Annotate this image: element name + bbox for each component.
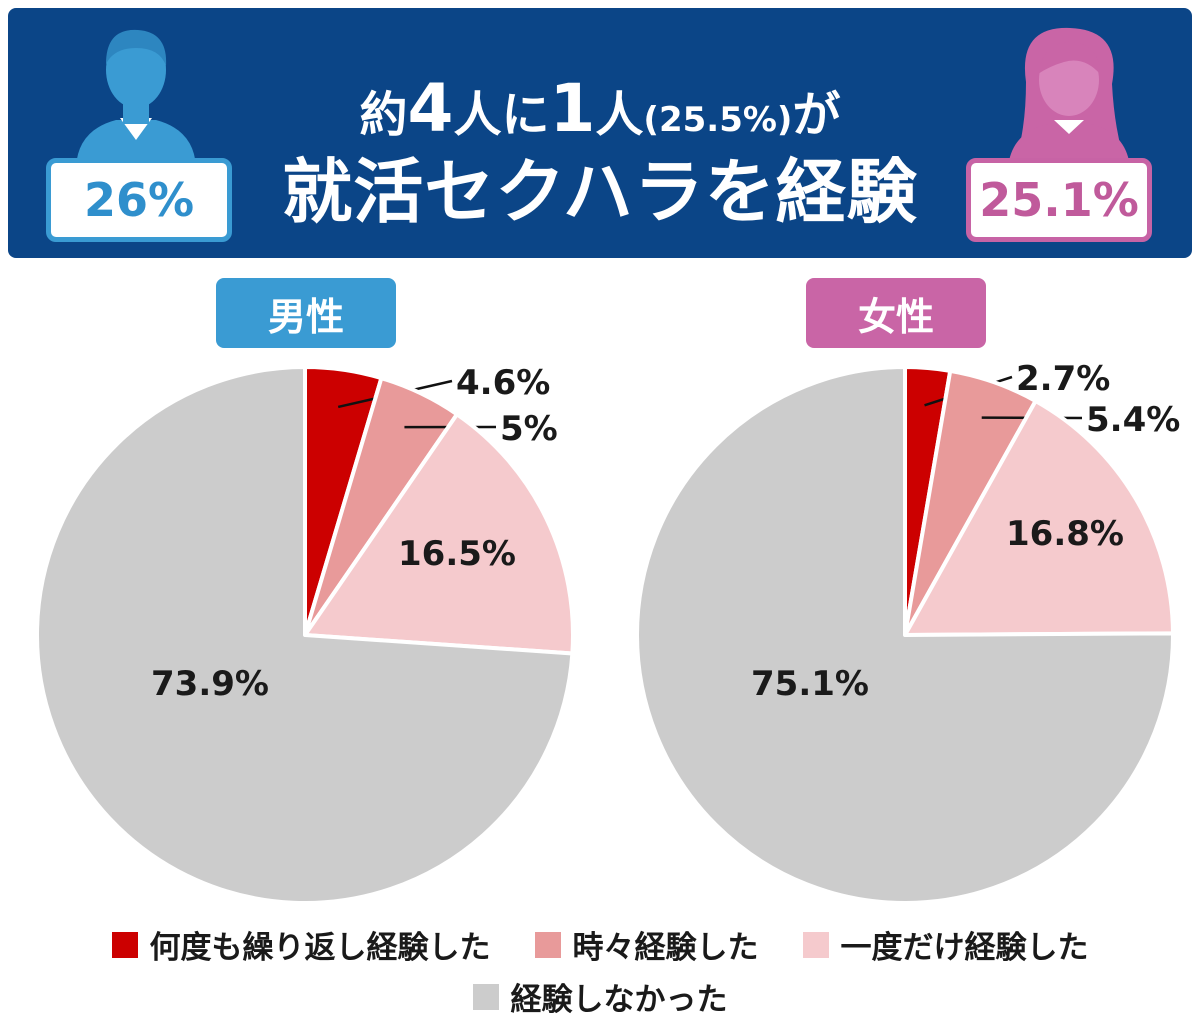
male-chart-title: 男性 [216, 278, 396, 348]
male-slice-once [303, 412, 575, 656]
legend-label: 一度だけ経験した [840, 930, 1089, 966]
female-slice-never [634, 365, 1175, 905]
male-data-label-sometimes: 5% [500, 409, 558, 449]
female-data-label-repeated: 2.7% [1016, 359, 1110, 399]
female-slice-once [903, 398, 1175, 637]
male-data-label-repeated: 4.6% [456, 363, 550, 403]
legend-item-never: 経験しなかった [472, 974, 728, 1019]
male-data-label-never: 73.9% [151, 664, 269, 704]
male-person-icon [76, 29, 196, 167]
header-banner: 26% 25.1% 約4人に1人(25.5%)が 就活セクハラを経験 [8, 8, 1192, 258]
female-overall-percent: 25.1% [966, 158, 1152, 242]
male-data-label-once: 16.5% [398, 534, 516, 574]
legend-swatch-sometimes [534, 931, 561, 958]
legend-item-repeated: 何度も繰り返し経験した [111, 922, 491, 967]
male-slice-never [35, 365, 575, 905]
legend-item-sometimes: 時々経験した [534, 922, 759, 967]
female-person-icon [1008, 27, 1130, 167]
headline-line2: 就活セクハラを経験 [282, 151, 918, 233]
female-chart-title: 女性 [806, 278, 986, 348]
legend-row-1: 何度も繰り返し経験した 時々経験した 一度だけ経験した [0, 922, 1200, 967]
legend-swatch-repeated [111, 931, 138, 958]
legend-label: 経験しなかった [510, 982, 728, 1018]
male-overall-percent: 26% [46, 158, 232, 242]
legend-swatch-never [472, 983, 499, 1010]
headline-line1: 約4人に1人(25.5%)が [359, 70, 841, 147]
legend-swatch-once [802, 931, 829, 958]
female-data-label-sometimes: 5.4% [1086, 400, 1180, 440]
female-data-label-never: 75.1% [751, 664, 869, 704]
legend-label: 時々経験した [572, 930, 759, 966]
legend-row-2: 経験しなかった [0, 974, 1200, 1019]
female-data-label-once: 16.8% [1006, 514, 1124, 554]
legend-item-once: 一度だけ経験した [802, 922, 1089, 967]
legend-label: 何度も繰り返し経験した [149, 930, 491, 966]
